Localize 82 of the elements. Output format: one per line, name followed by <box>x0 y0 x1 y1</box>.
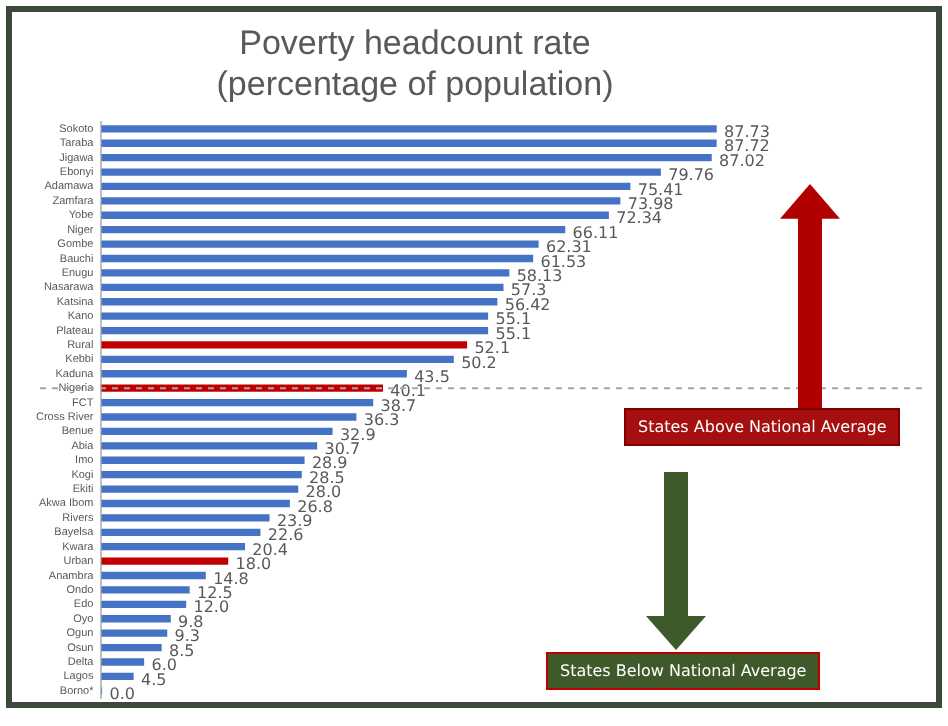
data-label: 12.5 <box>197 584 233 603</box>
data-label: 4.5 <box>140 670 167 689</box>
bar <box>101 168 661 176</box>
annotation: States Below National Average <box>546 652 821 690</box>
bar <box>101 226 566 234</box>
bar <box>101 442 318 450</box>
data-label: 55.1 <box>495 310 532 329</box>
data-label: 55.1 <box>495 324 532 343</box>
data-label: 26.8 <box>297 497 333 516</box>
bar <box>101 643 162 652</box>
data-label: 73.98 <box>627 195 674 214</box>
bar <box>101 528 261 536</box>
data-label: 0.0 <box>109 684 135 703</box>
bar <box>101 413 357 421</box>
bar <box>101 326 489 335</box>
data-label: 75.41 <box>637 180 684 199</box>
bar <box>101 600 187 608</box>
data-label: 28.9 <box>311 454 348 473</box>
annotation: States Above National Average <box>624 408 901 446</box>
data-label: 32.9 <box>339 425 376 444</box>
bar <box>101 470 302 479</box>
data-label: 23.9 <box>276 512 313 531</box>
bar <box>101 658 145 666</box>
data-label: 14.8 <box>213 569 249 588</box>
data-label: 38.7 <box>380 396 417 415</box>
bar <box>101 571 206 580</box>
bar <box>101 499 290 508</box>
bar <box>101 427 333 436</box>
data-label: 30.7 <box>324 439 361 458</box>
bar <box>101 254 534 263</box>
data-label: 66.11 <box>572 223 619 242</box>
chart-subtitle: (percentage of population) <box>216 64 614 103</box>
data-label: 50.2 <box>461 353 497 372</box>
data-label: 28.0 <box>305 483 342 502</box>
bar <box>101 240 539 248</box>
data-label: 6.0 <box>151 656 177 675</box>
bar <box>101 629 168 637</box>
bar <box>101 543 246 551</box>
bar <box>101 586 190 594</box>
data-label: 43.5 <box>414 367 450 386</box>
data-label: 72.34 <box>616 209 663 228</box>
data-label: 9.3 <box>174 627 201 646</box>
bar <box>101 153 712 162</box>
data-label: 20.4 <box>252 540 288 559</box>
bar <box>101 456 305 464</box>
data-label: 79.76 <box>668 166 715 185</box>
data-label: 61.53 <box>540 252 587 271</box>
bar <box>101 615 171 623</box>
bar <box>101 341 468 349</box>
bar <box>101 283 504 291</box>
data-label: 40.1 <box>390 382 426 401</box>
data-label: 8.5 <box>169 641 195 660</box>
bar <box>101 485 299 493</box>
data-label: 9.8 <box>178 612 204 631</box>
data-label: 56.42 <box>504 295 551 314</box>
bar <box>101 269 510 277</box>
bar <box>101 514 270 522</box>
bar <box>101 139 717 147</box>
data-label: 22.6 <box>267 526 304 545</box>
data-label: 87.72 <box>723 137 770 156</box>
bar <box>101 197 621 205</box>
bar <box>101 125 717 133</box>
data-label: 62.31 <box>545 238 592 257</box>
data-label: 28.5 <box>309 468 345 487</box>
data-label: 87.02 <box>719 151 765 170</box>
data-label: 18.0 <box>235 555 272 574</box>
bar <box>101 312 489 320</box>
bar <box>101 298 498 306</box>
data-label: 58.13 <box>516 267 563 286</box>
bar <box>101 557 229 565</box>
data-label: 52.1 <box>474 339 511 358</box>
data-label: 36.3 <box>363 411 400 430</box>
bar <box>101 182 631 191</box>
bar <box>101 370 407 378</box>
data-label: 57.3 <box>510 281 547 300</box>
bar <box>101 398 374 407</box>
bar <box>101 355 454 364</box>
data-label: 12.0 <box>193 598 230 617</box>
data-label: 87.73 <box>724 122 770 141</box>
chart-title: Poverty headcount rate <box>239 23 591 62</box>
bar <box>101 211 609 219</box>
bar <box>101 672 134 681</box>
